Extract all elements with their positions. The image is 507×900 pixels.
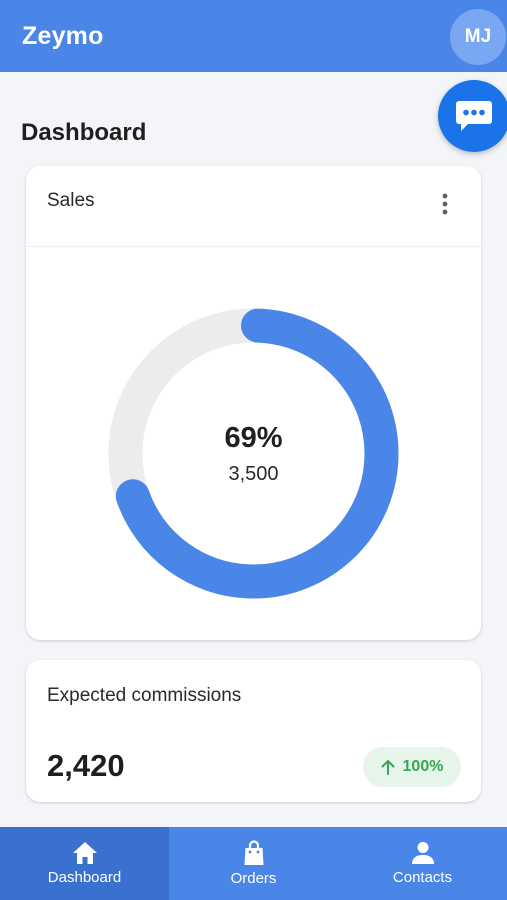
page-title: Dashboard [21, 119, 147, 146]
donut-center: 69% 3,500 [106, 306, 401, 601]
commissions-title: Expected commissions [47, 685, 242, 706]
arrow-up-icon [381, 760, 395, 775]
chat-bubble-icon [456, 101, 492, 131]
commissions-card: Expected commissions 2,420 100% [26, 660, 481, 802]
nav-item-label: Orders [230, 870, 277, 887]
donut-progress-arc [108, 308, 399, 599]
home-icon [72, 842, 97, 864]
sales-card-title: Sales [47, 190, 95, 211]
commissions-value: 2,420 [47, 748, 125, 783]
top-app-bar: Zeymo MJ [0, 0, 507, 72]
chat-button[interactable] [438, 80, 507, 152]
sales-donut-chart [108, 308, 399, 599]
sales-percent: 69% [224, 421, 283, 454]
sales-value: 3,500 [228, 462, 279, 485]
shopping-bag-icon [244, 840, 263, 865]
app-title: Zeymo [22, 22, 104, 50]
nav-item-label: Contacts [392, 869, 453, 886]
bottom-navigation: Dashboard Orders Contacts [0, 827, 507, 900]
trend-badge: 100% [363, 747, 461, 787]
nav-item-label: Dashboard [47, 869, 122, 886]
more-vert-icon [442, 193, 448, 215]
sales-card-header: Sales [26, 166, 481, 247]
user-avatar[interactable]: MJ [450, 9, 506, 65]
nav-item-dashboard[interactable]: Dashboard [0, 827, 169, 900]
person-icon [411, 842, 434, 864]
trend-label: 100% [402, 758, 444, 775]
nav-item-contacts[interactable]: Contacts [338, 827, 507, 900]
more-options-button[interactable] [432, 188, 458, 220]
sales-card: Sales 69% 3,500 [26, 166, 481, 640]
nav-item-orders[interactable]: Orders [169, 827, 338, 900]
